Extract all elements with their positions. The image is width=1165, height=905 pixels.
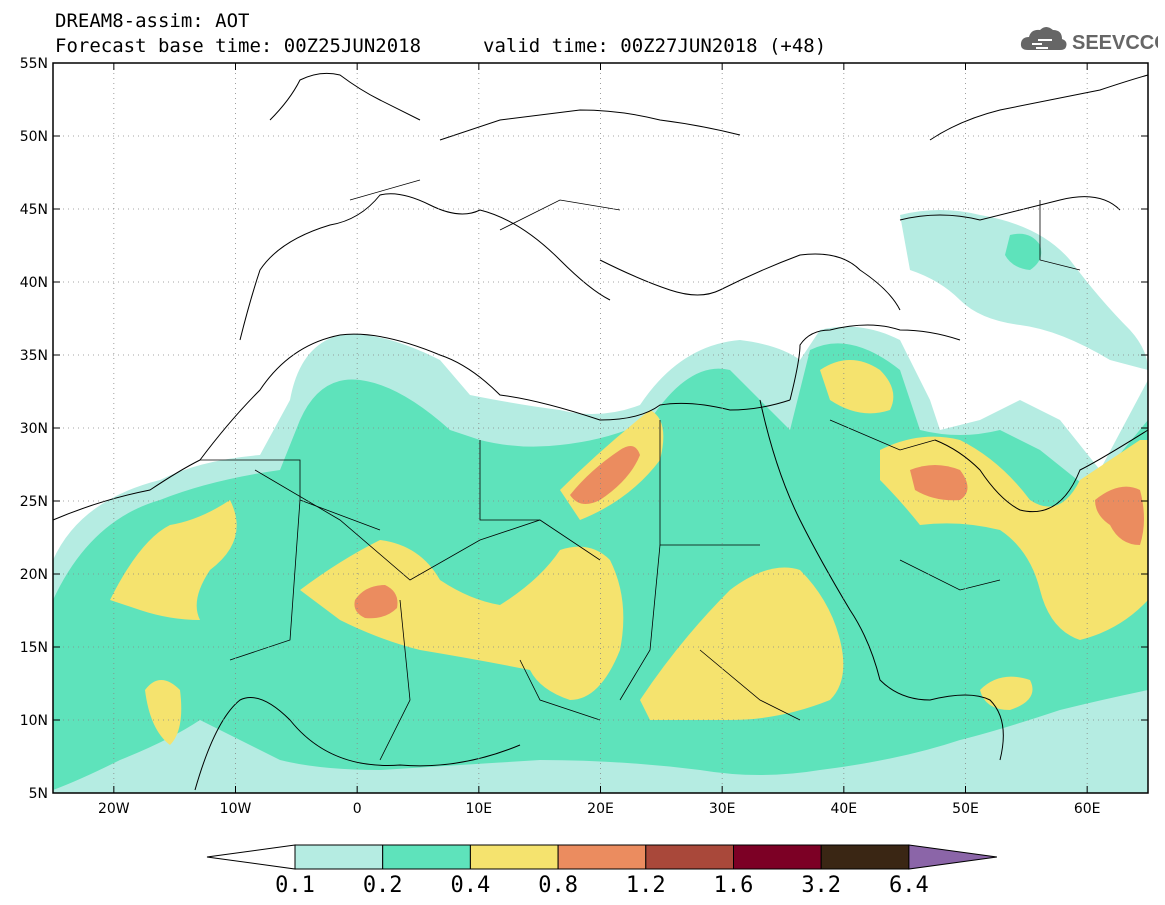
latitude-labels: 55N 50N 45N 40N 35N 30N 25N 20N 15N 10N 5N <box>20 56 48 802</box>
seevccc-logo: SEEVCCC <box>1018 22 1165 58</box>
colorbar-label: 0.4 <box>451 873 491 898</box>
lat-label: 40N <box>20 275 48 291</box>
axis-ticks <box>53 62 1148 794</box>
aot-band-04a <box>110 500 237 620</box>
colorbar-label: 0.2 <box>363 873 403 898</box>
lon-label: 10E <box>465 801 492 817</box>
colorbar-segment <box>469 844 559 870</box>
map-title: DREAM8-assim: AOT <box>55 10 250 32</box>
colorbar-segment <box>645 844 734 870</box>
colorbar-label: 1.6 <box>714 873 754 898</box>
lat-label: 55N <box>20 56 48 72</box>
aot-caspian-01 <box>900 210 1148 370</box>
colorbar-low-arrow <box>206 844 296 870</box>
colorbar-segment <box>382 844 471 870</box>
colorbar-segment <box>557 844 647 870</box>
graticule <box>53 63 1148 793</box>
colorbar-label: 0.1 <box>275 873 315 898</box>
lon-label: 20E <box>587 801 614 817</box>
colorbar-segment <box>294 844 384 870</box>
lat-label: 50N <box>20 129 48 145</box>
lat-label: 25N <box>20 494 48 510</box>
colorbar <box>206 844 997 870</box>
forecast-base-time: Forecast base time: 00Z25JUN2018 <box>55 35 422 57</box>
lat-label: 30N <box>20 421 48 437</box>
lon-label: 0 <box>353 801 362 817</box>
lat-label: 45N <box>20 202 48 218</box>
aot-band-04h <box>145 680 182 745</box>
longitude-labels: 20W 10W 0 10E 20E 30E 40E 50E 60E <box>98 801 1101 817</box>
colorbar-labels: 0.1 0.2 0.4 0.8 1.2 1.6 3.2 6.4 <box>275 873 929 898</box>
lat-label: 20N <box>20 567 48 583</box>
colorbar-label: 3.2 <box>801 873 841 898</box>
aot-band-08a <box>570 446 640 504</box>
lon-label: 20W <box>98 801 130 817</box>
colorbar-label: 1.2 <box>626 873 666 898</box>
lat-label: 15N <box>20 640 48 656</box>
aot-band-04b <box>300 540 624 700</box>
colorbar-segment <box>733 844 822 870</box>
lon-label: 60E <box>1074 801 1101 817</box>
colorbar-high-arrow <box>908 844 997 870</box>
lon-label: 10W <box>220 801 252 817</box>
plot-frame <box>52 62 1149 794</box>
aot-band-04d <box>640 567 844 720</box>
aot-band-08d <box>1095 486 1144 545</box>
colorbar-label: 6.4 <box>889 873 929 898</box>
colorbar-segment <box>820 844 910 870</box>
lat-label: 10N <box>20 713 48 729</box>
lon-label: 50E <box>952 801 979 817</box>
cloud-logo-icon: SEEVCCC <box>1020 27 1165 54</box>
lon-label: 40E <box>830 801 857 817</box>
aot-band-04e <box>820 360 894 414</box>
lat-label: 5N <box>29 786 48 802</box>
valid-time: valid time: 00Z27JUN2018 (+48) <box>483 35 827 57</box>
aot-band-08c <box>910 465 968 501</box>
aot-shading <box>53 210 1148 793</box>
lon-label: 30E <box>709 801 736 817</box>
lat-label: 35N <box>20 348 48 364</box>
country-borders <box>200 179 1081 761</box>
aot-caspian-02 <box>1005 233 1042 270</box>
aot-band-08b <box>354 585 398 619</box>
logo-text: SEEVCCC <box>1072 32 1158 54</box>
aot-band-04g <box>980 676 1033 710</box>
colorbar-label: 0.8 <box>538 873 578 898</box>
